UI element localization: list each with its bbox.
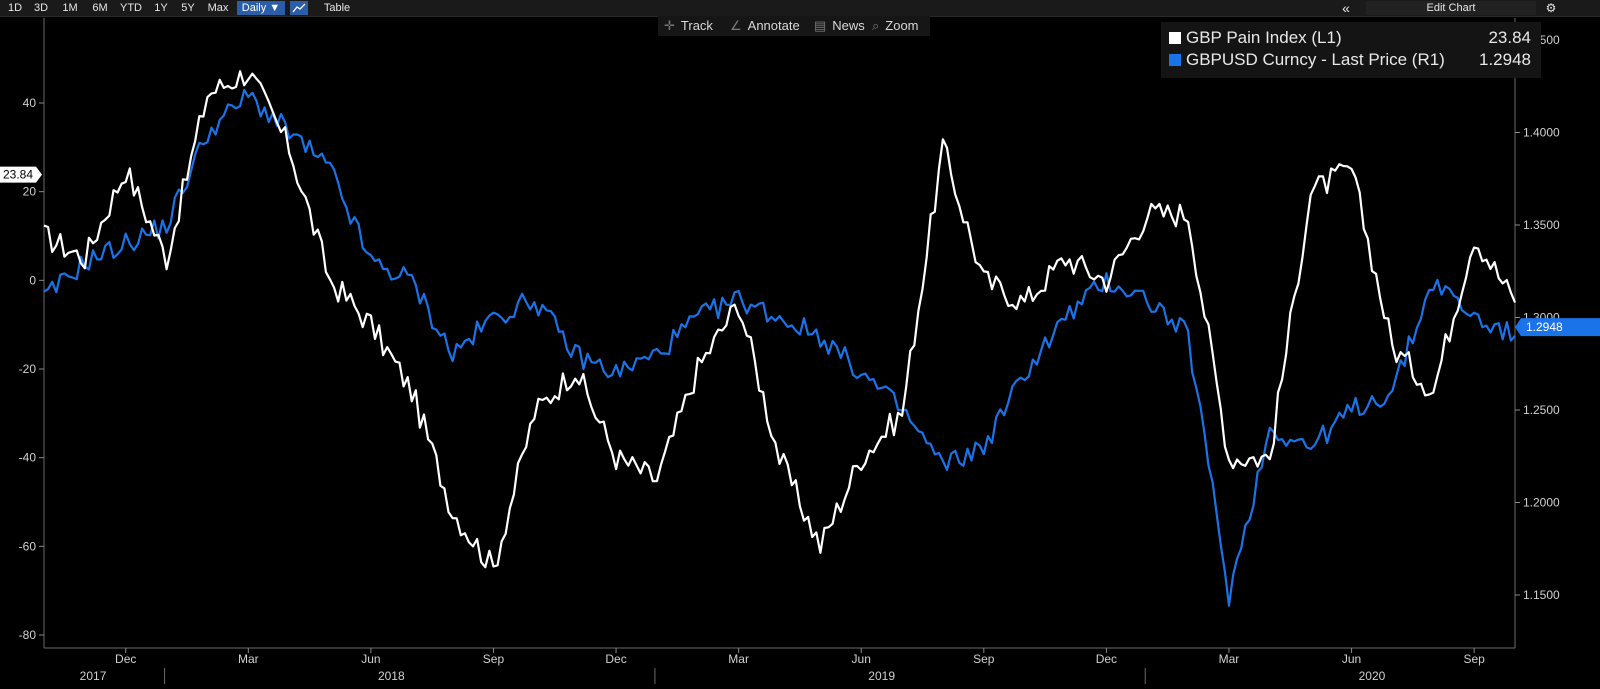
range-5y-button[interactable]: 5Y — [181, 2, 195, 14]
left-tick-label: 0 — [29, 273, 36, 287]
right-tick-label: 1.3500 — [1523, 218, 1560, 232]
series-line-gbpusd — [43, 88, 1516, 607]
range-3d-button[interactable]: 3D — [33, 2, 49, 14]
legend-value-pain: 23.84 — [1488, 28, 1531, 47]
left-tick-label: -80 — [19, 628, 37, 642]
annotate-button[interactable]: ∠ Annotate — [730, 16, 800, 36]
chart-legend: GBP Pain Index (L1) 23.84 GBPUSD Curncy … — [1161, 22, 1541, 78]
month-label: Mar — [728, 652, 749, 666]
series-line-pain — [43, 70, 1517, 569]
year-label: 2020 — [1359, 669, 1386, 683]
range-1y-button[interactable]: 1Y — [154, 2, 168, 14]
left-tick-label: -60 — [19, 539, 37, 553]
legend-swatch-pain — [1169, 32, 1181, 44]
range-6m-button[interactable]: 6M — [92, 2, 108, 14]
chart-lines — [43, 70, 1517, 607]
table-button[interactable]: Table — [323, 2, 351, 14]
year-label: 2018 — [378, 669, 405, 683]
legend-item-gbpusd[interactable]: GBPUSD Curncy - Last Price (R1) — [1169, 49, 1445, 71]
left-last-value-text: 23.84 — [3, 168, 33, 182]
track-label: Track — [680, 18, 713, 33]
legend-swatch-gbpusd — [1169, 54, 1181, 66]
range-ytd-button[interactable]: YTD — [120, 2, 142, 14]
right-tick-label: 1.1500 — [1523, 588, 1560, 602]
year-label: 2019 — [868, 669, 895, 683]
range-1m-button[interactable]: 1M — [62, 2, 78, 14]
pencil-icon: ∠ — [730, 18, 742, 33]
chart-subtoolbar: ✛ Track ∠ Annotate ▤ News ⌕ Zoom — [658, 16, 930, 36]
track-button[interactable]: ✛ Track — [664, 16, 713, 36]
legend-label-pain: GBP Pain Index (L1) — [1186, 28, 1342, 47]
right-last-value-tag — [1515, 318, 1600, 337]
right-tick-label: 1.4000 — [1523, 126, 1560, 140]
month-label: Sep — [1463, 652, 1485, 666]
month-label: Sep — [973, 652, 995, 666]
month-label: Mar — [238, 652, 259, 666]
news-icon: ▤ — [814, 18, 827, 33]
chart-type-icon[interactable] — [290, 1, 308, 15]
left-tick-label: 40 — [23, 96, 37, 110]
left-last-value-tag — [0, 166, 42, 183]
left-tick-label: -20 — [19, 362, 37, 376]
range-max-button[interactable]: Max — [207, 2, 229, 14]
news-button[interactable]: ▤ News — [814, 16, 865, 36]
month-label: Jun — [1342, 652, 1361, 666]
month-label: Sep — [483, 652, 505, 666]
month-label: Dec — [605, 652, 626, 666]
edit-chart-label: Edit Chart — [1426, 2, 1476, 14]
edit-chart-button[interactable]: Edit Chart — [1366, 1, 1536, 15]
year-label: 2017 — [80, 669, 107, 683]
right-tick-label: 1.2000 — [1523, 496, 1560, 510]
legend-item-pain[interactable]: GBP Pain Index (L1) — [1169, 27, 1342, 49]
right-last-value-text: 1.2948 — [1526, 320, 1563, 334]
left-tick-label: 20 — [23, 185, 37, 199]
crosshair-icon: ✛ — [664, 18, 675, 33]
chart-axes: 40200-20-40-60-801.45001.40001.35001.300… — [19, 18, 1560, 684]
magnifier-icon: ⌕ — [872, 18, 880, 33]
month-label: Dec — [115, 652, 136, 666]
month-label: Mar — [1219, 652, 1240, 666]
month-label: Jun — [852, 652, 871, 666]
zoom-button[interactable]: ⌕ Zoom — [872, 16, 919, 36]
left-tick-label: -40 — [19, 451, 37, 465]
news-label: News — [832, 18, 865, 33]
right-tick-label: 1.2500 — [1523, 403, 1560, 417]
collapse-icon[interactable]: « — [1342, 0, 1350, 16]
zoom-label: Zoom — [885, 18, 919, 33]
gear-icon[interactable]: ⚙ — [1545, 1, 1557, 15]
range-1d-button[interactable]: 1D — [7, 2, 23, 14]
legend-label-gbpusd: GBPUSD Curncy - Last Price (R1) — [1186, 50, 1445, 69]
frequency-dropdown[interactable]: Daily ▼ — [237, 1, 285, 15]
month-label: Dec — [1096, 652, 1117, 666]
month-label: Jun — [361, 652, 380, 666]
last-value-tags: 23.84 1.2948 — [0, 166, 1600, 337]
legend-value-gbpusd: 1.2948 — [1479, 50, 1531, 69]
chart-toolbar: 1D 3D 1M 6M YTD 1Y 5Y Max Daily ▼ Table … — [0, 0, 1600, 17]
annotate-label: Annotate — [747, 18, 800, 33]
